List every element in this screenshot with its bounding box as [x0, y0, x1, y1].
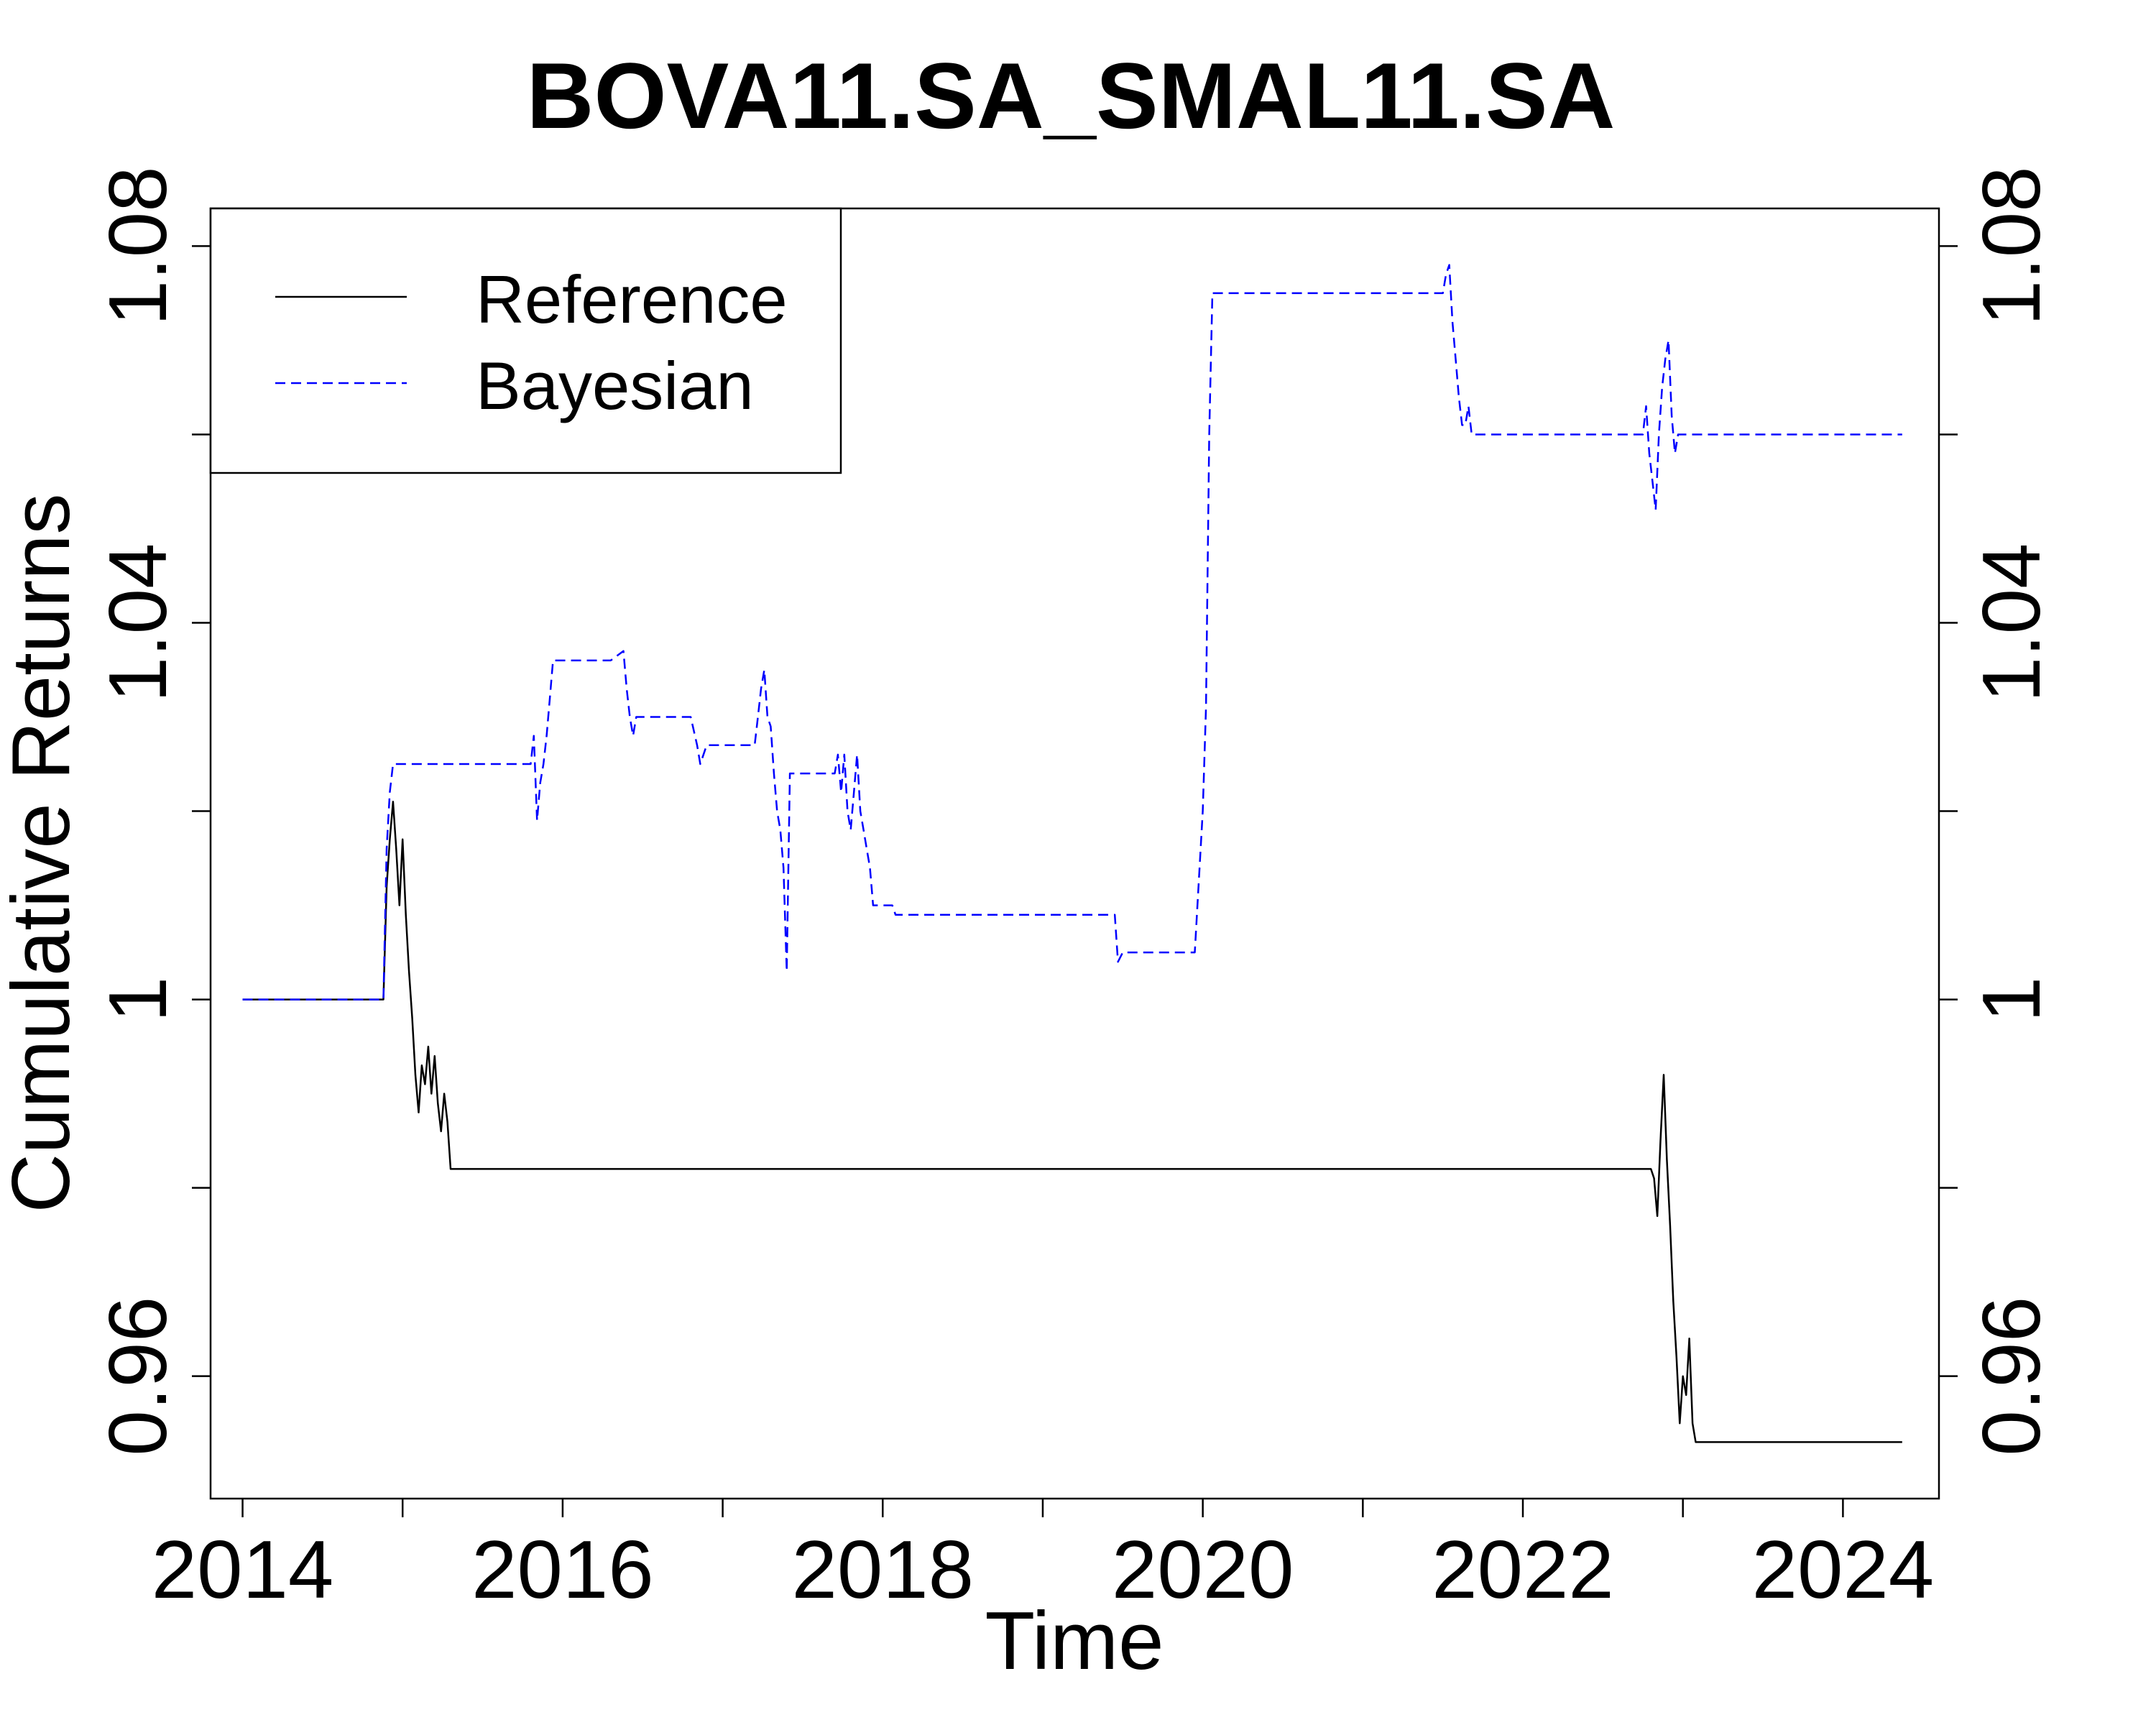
- series-line-reference: [242, 801, 1902, 1443]
- x-axis-label: Time: [985, 1596, 1164, 1687]
- legend-label-bayesian: Bayesian: [476, 348, 754, 423]
- y-tick-label-right: 0.96: [1966, 1297, 2058, 1456]
- y-tick-label-right: 1: [1966, 977, 2058, 1022]
- y-tick-label-left: 0.96: [93, 1297, 184, 1456]
- x-axis: 2014 2016 2018 2020 2022 2024: [152, 1499, 1934, 1616]
- legend-box: [209, 207, 842, 474]
- series-layer: [242, 264, 1902, 1443]
- y-axis-right: 0.96 1 1.04 1.08: [1939, 166, 2058, 1456]
- x-tick-label: 2018: [791, 1524, 974, 1616]
- y-axis-label: Cumulative Returns: [0, 493, 87, 1213]
- y-tick-label-right: 1.04: [1966, 543, 2058, 703]
- series-line-bayesian: [242, 264, 1902, 1000]
- x-tick-label: 2016: [471, 1524, 654, 1616]
- x-tick-label: 2024: [1752, 1524, 1935, 1616]
- legend-label-reference: Reference: [476, 262, 788, 337]
- plot-frame: [209, 207, 1940, 1500]
- chart-title: BOVA11.SA_SMAL11.SA: [527, 43, 1616, 148]
- x-tick-label: 2022: [1432, 1524, 1614, 1616]
- y-tick-label-right: 1.08: [1966, 166, 2058, 326]
- y-tick-label-left: 1.04: [93, 543, 184, 703]
- y-tick-label-left: 1: [93, 977, 184, 1022]
- x-tick-label: 2020: [1112, 1524, 1294, 1616]
- y-axis-left: 0.96 1 1.04 1.08: [93, 166, 211, 1456]
- y-tick-label-left: 1.08: [93, 166, 184, 326]
- legend: Reference Bayesian: [209, 207, 842, 474]
- x-tick-label: 2014: [152, 1524, 334, 1616]
